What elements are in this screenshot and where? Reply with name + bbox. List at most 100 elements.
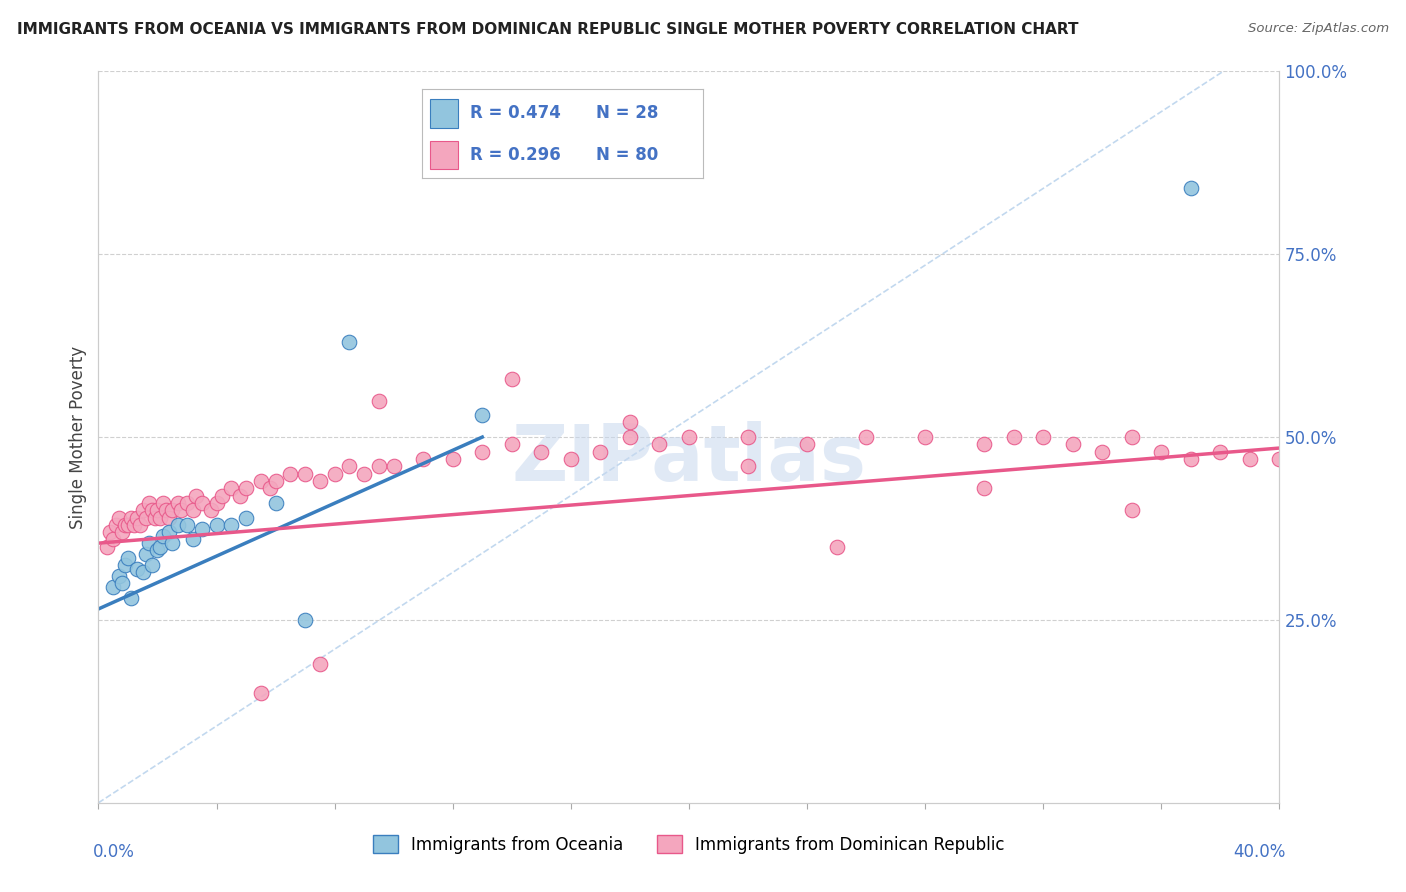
Point — [339, 459, 361, 474]
Point — [157, 510, 180, 524]
Point — [135, 510, 157, 524]
Point — [143, 510, 166, 524]
Point — [184, 489, 207, 503]
Text: R = 0.296: R = 0.296 — [470, 146, 561, 164]
Point — [1150, 444, 1173, 458]
Point — [678, 430, 700, 444]
Point — [589, 444, 612, 458]
Point — [309, 657, 332, 671]
Point — [280, 467, 302, 481]
Point — [162, 503, 183, 517]
Text: 40.0%: 40.0% — [1233, 843, 1285, 861]
Point — [471, 408, 494, 422]
Point — [339, 334, 361, 349]
Point — [125, 510, 148, 524]
Point — [181, 533, 204, 547]
Point — [368, 393, 391, 408]
Point — [1209, 444, 1232, 458]
Point — [619, 416, 641, 430]
Point — [108, 510, 131, 524]
Point — [1121, 430, 1143, 444]
Y-axis label: Single Mother Poverty: Single Mother Poverty — [69, 345, 87, 529]
Point — [170, 503, 193, 517]
Point — [125, 562, 148, 576]
Point — [167, 496, 190, 510]
Point — [221, 517, 243, 532]
Point — [155, 503, 177, 517]
Point — [250, 474, 273, 488]
Point — [855, 430, 877, 444]
Text: IMMIGRANTS FROM OCEANIA VS IMMIGRANTS FROM DOMINICAN REPUBLIC SINGLE MOTHER POVE: IMMIGRANTS FROM OCEANIA VS IMMIGRANTS FR… — [17, 22, 1078, 37]
Point — [825, 540, 848, 554]
Point — [737, 459, 759, 474]
Point — [157, 525, 180, 540]
Point — [120, 510, 142, 524]
Point — [412, 452, 434, 467]
Point — [368, 459, 391, 474]
Point — [141, 558, 163, 573]
Point — [235, 510, 257, 524]
Point — [530, 444, 553, 458]
Point — [264, 474, 287, 488]
Point — [167, 517, 190, 532]
Point — [1121, 503, 1143, 517]
Point — [259, 481, 281, 495]
Point — [117, 550, 139, 565]
Point — [501, 371, 523, 385]
Point — [162, 536, 183, 550]
Point — [141, 503, 163, 517]
Point — [146, 543, 169, 558]
Point — [250, 686, 273, 700]
Point — [149, 510, 172, 524]
Point — [294, 467, 316, 481]
Point — [229, 489, 252, 503]
Point — [117, 517, 139, 532]
Point — [205, 496, 228, 510]
Text: N = 80: N = 80 — [596, 146, 658, 164]
Point — [111, 525, 134, 540]
Point — [152, 496, 174, 510]
Legend: Immigrants from Oceania, Immigrants from Dominican Republic: Immigrants from Oceania, Immigrants from… — [367, 829, 1011, 860]
Text: 0.0%: 0.0% — [93, 843, 135, 861]
Point — [191, 521, 214, 535]
Point — [132, 566, 155, 580]
Point — [111, 576, 134, 591]
Point — [114, 558, 136, 573]
Text: Source: ZipAtlas.com: Source: ZipAtlas.com — [1249, 22, 1389, 36]
Point — [152, 529, 174, 543]
Point — [138, 496, 160, 510]
Point — [205, 517, 228, 532]
Text: R = 0.474: R = 0.474 — [470, 104, 561, 122]
Point — [441, 452, 464, 467]
Point — [382, 459, 405, 474]
Point — [619, 430, 641, 444]
Point — [128, 517, 150, 532]
Point — [105, 517, 128, 532]
Point — [1091, 444, 1114, 458]
Point — [973, 437, 995, 451]
Point — [501, 437, 523, 451]
Point — [200, 503, 222, 517]
Point — [737, 430, 759, 444]
Point — [560, 452, 582, 467]
Point — [1180, 452, 1202, 467]
Point — [122, 517, 145, 532]
Point — [294, 613, 316, 627]
Point — [103, 580, 125, 594]
Point — [221, 481, 243, 495]
Point — [235, 481, 257, 495]
Point — [108, 569, 131, 583]
Point — [1002, 430, 1025, 444]
Point — [914, 430, 936, 444]
Point — [146, 503, 169, 517]
Point — [1032, 430, 1054, 444]
Point — [309, 474, 332, 488]
Point — [132, 503, 155, 517]
Point — [323, 467, 346, 481]
Point — [138, 536, 160, 550]
Text: N = 28: N = 28 — [596, 104, 658, 122]
Bar — [430, 141, 458, 169]
Point — [264, 496, 287, 510]
Point — [96, 540, 118, 554]
Text: ZIPatlas: ZIPatlas — [512, 421, 866, 497]
